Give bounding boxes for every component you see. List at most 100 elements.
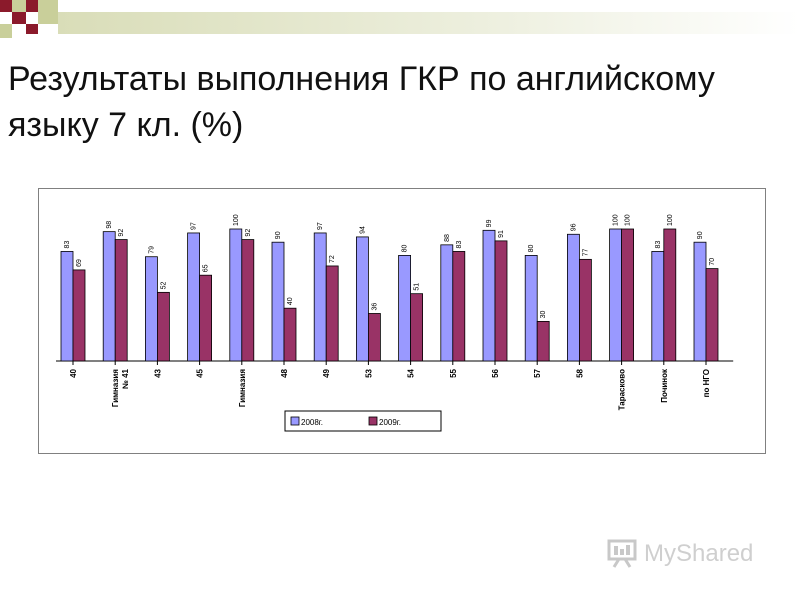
bar-2009 [199, 274, 213, 362]
deco-band [58, 12, 800, 34]
category-label: 58 [575, 368, 584, 377]
bar-2009 [579, 258, 592, 362]
category-label: 54 [407, 368, 416, 377]
data-label: 94 [359, 226, 366, 234]
bar-2009 [325, 265, 339, 362]
category-label: Починок [660, 368, 669, 403]
bar-2008 [693, 241, 707, 362]
data-label: 100 [613, 214, 620, 226]
data-label: 96 [570, 223, 577, 231]
data-label: 79 [148, 246, 155, 254]
data-label: 100 [625, 214, 632, 226]
bar-2009 [157, 291, 170, 362]
legend-swatch [290, 416, 300, 426]
deco-square-dark [0, 0, 12, 12]
bar-2009 [241, 239, 255, 362]
data-label: 92 [245, 229, 252, 237]
category-label: Гимназия [111, 369, 120, 407]
data-label: 83 [456, 241, 463, 249]
data-label: 30 [540, 311, 547, 319]
bar-2008 [567, 233, 580, 362]
category-label: 56 [491, 368, 500, 377]
bar-2009 [452, 251, 466, 362]
corner-decoration [0, 0, 800, 40]
deco-square-light [12, 0, 26, 12]
data-label: 83 [64, 241, 71, 249]
data-label: 52 [160, 281, 167, 289]
data-label: 80 [528, 245, 535, 253]
legend-swatch [368, 416, 378, 426]
data-label: 72 [329, 255, 336, 263]
category-label: 53 [364, 368, 373, 377]
category-label: по НГО [702, 369, 711, 397]
data-label: 36 [371, 303, 378, 311]
chart-area: 83 69 40 98 92 Гимназия № 41 79 52 43 97 65 45 100 92 Г… [38, 188, 766, 454]
category-label: 49 [322, 368, 331, 377]
bar-2008 [355, 236, 369, 362]
bar-2009 [72, 269, 86, 362]
legend-label: 2009г. [379, 418, 401, 427]
bar-2009 [410, 293, 424, 362]
category-label: 48 [280, 368, 289, 377]
deco-square-light [0, 24, 12, 38]
watermark-text: MyShared [644, 540, 754, 567]
data-label: 65 [203, 264, 210, 272]
data-label: 70 [709, 258, 716, 266]
data-label: 80 [402, 245, 409, 253]
bar-2008 [271, 241, 285, 362]
data-label: 83 [655, 241, 662, 249]
data-label: 97 [317, 222, 324, 230]
data-label: 88 [444, 234, 451, 242]
deco-square-dark [26, 0, 38, 12]
bar-2008 [313, 232, 327, 362]
bar-2008 [651, 251, 665, 362]
bar-2008 [609, 228, 622, 362]
data-label: 100 [667, 214, 674, 226]
bar-2009 [621, 228, 634, 362]
bar-2009 [114, 239, 128, 362]
data-label: 98 [106, 221, 113, 229]
bar-2009 [536, 320, 550, 362]
category-label: № 41 [121, 368, 130, 389]
data-label: 90 [697, 231, 704, 239]
bar-2008 [482, 229, 496, 362]
data-label: 97 [191, 222, 198, 230]
category-label: 40 [69, 368, 78, 377]
data-label: 100 [233, 214, 240, 226]
bar-2008 [102, 231, 116, 362]
category-label: Гимназия [238, 369, 247, 407]
deco-square-dark [26, 24, 38, 34]
bar-2008 [229, 228, 243, 362]
deco-square-dark [12, 12, 26, 24]
data-label: 91 [498, 230, 505, 238]
watermark: MyShared [606, 536, 776, 572]
bar-2009 [494, 240, 508, 362]
category-label: Тарасково [618, 369, 627, 411]
bar-2009 [283, 307, 297, 362]
presentation-board-icon [607, 539, 637, 568]
data-label: 92 [118, 229, 125, 237]
bar-2009 [663, 228, 677, 362]
legend-box [284, 410, 442, 432]
bar-2008 [398, 255, 412, 362]
bar-2009 [705, 268, 719, 362]
slide-title: Результаты выполнения ГКР по английскому… [8, 60, 715, 144]
deco-square-light [38, 0, 58, 24]
category-label: 43 [153, 368, 162, 377]
category-label: 55 [449, 368, 458, 377]
data-label: 99 [486, 219, 493, 227]
data-label: 40 [287, 297, 294, 305]
data-label: 51 [414, 283, 421, 291]
bar-2009 [367, 313, 381, 362]
data-label: 77 [582, 248, 589, 256]
legend-label: 2008г. [301, 418, 323, 427]
bar-2008 [60, 251, 74, 362]
bar-2008 [440, 244, 454, 362]
category-label: 45 [196, 368, 205, 377]
bar-2008 [524, 255, 538, 362]
bar-2008 [145, 256, 158, 362]
bar-2008 [187, 232, 201, 362]
data-label: 69 [76, 259, 83, 267]
data-label: 90 [275, 231, 282, 239]
